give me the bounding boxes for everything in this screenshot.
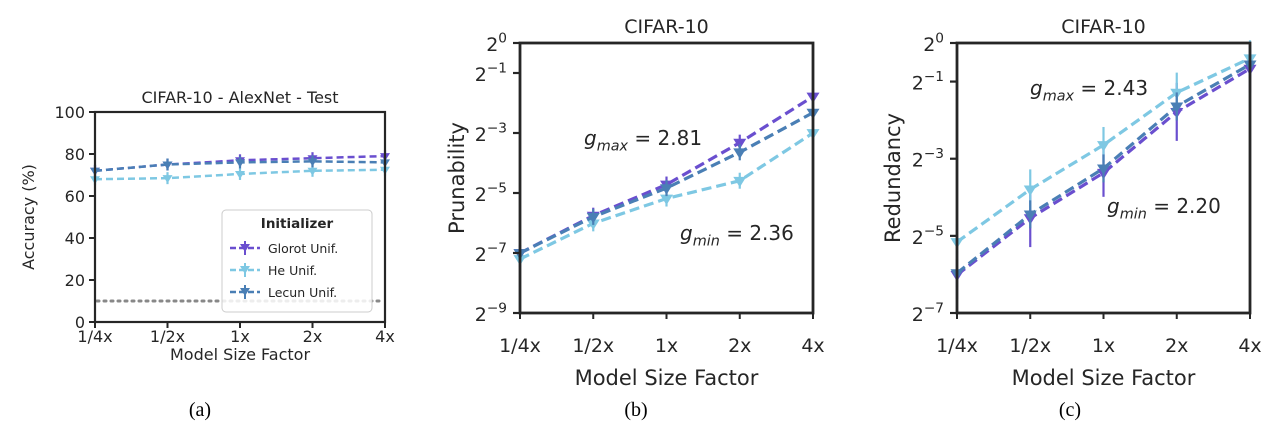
y-tick-label: 2−5 bbox=[912, 223, 944, 249]
chart-title: CIFAR-10 - AlexNet - Test bbox=[141, 88, 338, 107]
y-tick-label: 2−7 bbox=[912, 300, 944, 326]
y-tick-label: 20 bbox=[923, 30, 944, 56]
y-tick-label: 2−7 bbox=[475, 240, 507, 266]
x-tick-label: 1x bbox=[1092, 335, 1115, 357]
data-point bbox=[733, 138, 747, 150]
legend-box bbox=[221, 209, 373, 313]
chart-panel-3: CIFAR-10 1/4x 1/2x 1x 2x 4x 20 2−1 2−3 2−5 2−7 Mode… bbox=[881, 16, 1262, 421]
data-point bbox=[586, 212, 600, 224]
x-tick-label: 1/4x bbox=[936, 335, 978, 357]
y-tick-label: 60 bbox=[65, 187, 85, 206]
g-annotation-max: gmax = 2.81 bbox=[584, 126, 702, 155]
g-annotation-max: gmax = 2.43 bbox=[1030, 76, 1148, 105]
data-point bbox=[235, 170, 245, 179]
y-axis-label: Redundancy bbox=[881, 113, 905, 243]
g-annotation-min: gmin = 2.20 bbox=[1107, 194, 1221, 223]
data-point bbox=[162, 161, 173, 170]
x-tick-label: 2x bbox=[728, 335, 751, 357]
x-tick-label: 1/4x bbox=[499, 335, 541, 357]
data-point bbox=[1023, 210, 1037, 221]
data-point bbox=[235, 159, 245, 168]
data-point bbox=[733, 148, 747, 159]
series-line-2 bbox=[956, 56, 1251, 244]
data-point bbox=[1023, 185, 1037, 196]
y-tick-label: 2−1 bbox=[912, 69, 944, 95]
panel-label: (c) bbox=[1059, 399, 1081, 421]
x-tick-label: 4x bbox=[801, 335, 824, 357]
x-tick-label: 1/2x bbox=[572, 335, 614, 357]
g-annotation-min: gmin = 2.36 bbox=[680, 221, 794, 250]
data-point bbox=[162, 175, 173, 184]
x-tick-label: 4x bbox=[1238, 335, 1261, 357]
data-point bbox=[307, 167, 318, 176]
legend-swatch-marker bbox=[240, 244, 250, 252]
y-axis-label: Accuracy (%) bbox=[19, 164, 38, 270]
y-tick-label: 2−1 bbox=[475, 60, 507, 86]
y-tick-label: 20 bbox=[486, 30, 507, 56]
y-tick-label: 2−3 bbox=[475, 120, 507, 146]
data-point bbox=[307, 158, 318, 167]
data-point bbox=[1097, 141, 1110, 152]
legend-title: Initializer bbox=[261, 216, 334, 232]
legend-swatch-marker bbox=[240, 266, 250, 274]
x-tick-label: 1x bbox=[230, 327, 250, 346]
x-tick-label: 1/2x bbox=[150, 327, 185, 346]
panel-label: (a) bbox=[189, 399, 211, 421]
y-tick-label: 80 bbox=[65, 145, 85, 164]
x-tick-label: 1x bbox=[655, 335, 678, 357]
y-tick-label: 0 bbox=[75, 313, 85, 332]
data-point bbox=[1097, 164, 1110, 175]
data-point bbox=[660, 184, 673, 195]
x-axis-label: Model Size Factor bbox=[170, 345, 310, 364]
y-tick-label: 100 bbox=[54, 103, 85, 122]
series-line-3 bbox=[519, 111, 814, 255]
data-point bbox=[660, 194, 673, 206]
y-tick-label: 40 bbox=[65, 229, 85, 248]
legend-label: Lecun Unif. bbox=[268, 285, 337, 300]
chart-title: CIFAR-10 bbox=[624, 16, 709, 38]
legend: Initializer Glorot Unif. He Unif. Lecun Uni… bbox=[221, 209, 373, 313]
x-axis-label: Model Size Factor bbox=[575, 366, 759, 390]
data-point bbox=[733, 176, 747, 188]
x-tick-label: 2x bbox=[1165, 335, 1188, 357]
chart-title: CIFAR-10 bbox=[1061, 16, 1146, 38]
y-tick-label: 20 bbox=[65, 271, 85, 290]
data-point bbox=[1170, 102, 1184, 113]
y-tick-label: 2−3 bbox=[912, 146, 944, 172]
y-axis-label: Prunability bbox=[445, 122, 469, 234]
legend-label: Glorot Unif. bbox=[268, 241, 338, 256]
x-tick-label: 1/2x bbox=[1009, 335, 1051, 357]
x-tick-label: 2x bbox=[303, 327, 323, 346]
series-line-1 bbox=[956, 67, 1251, 277]
x-tick-label: 1/4x bbox=[77, 327, 112, 346]
panel-label: (b) bbox=[624, 399, 647, 421]
legend-label: He Unif. bbox=[268, 263, 317, 278]
y-tick-label: 2−9 bbox=[475, 300, 507, 326]
x-axis-label: Model Size Factor bbox=[1012, 366, 1196, 390]
chart-panel-1: CIFAR-10 - AlexNet - Test 1/4x 1/2x 1x 2x 4x 0… bbox=[19, 88, 395, 421]
legend-swatch-marker bbox=[240, 288, 250, 296]
x-tick-label: 4x bbox=[375, 327, 395, 346]
y-tick-label: 2−5 bbox=[475, 180, 507, 206]
chart-panel-2: CIFAR-10 1/4x 1/2x 1x 2x 4x 20 2−1 2−3 2−5 2−7 2−9 M… bbox=[445, 16, 825, 421]
